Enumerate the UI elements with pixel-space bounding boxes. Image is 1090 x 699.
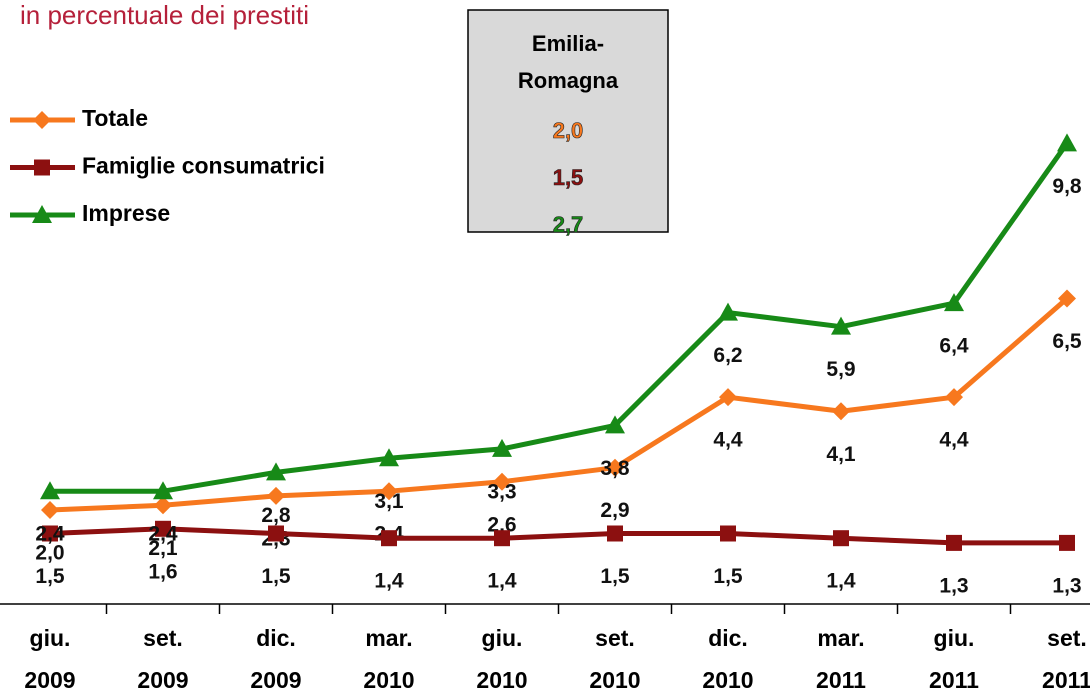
x-tick-label: set. 2011 [1042,625,1090,693]
data-label: 1,4 [826,570,856,593]
marker [380,482,398,501]
marker [832,402,850,421]
data-label: 1,4 [374,570,404,593]
marker [1058,289,1076,308]
x-tick-label: giu. 2009 [24,625,75,693]
marker [605,415,625,434]
data-label: 6,5 [1052,330,1082,353]
data-label: 1,3 [1052,574,1081,597]
marker [493,472,511,491]
data-label: 1,5 [713,565,743,588]
marker [831,316,851,335]
chart-subtitle: in percentuale dei prestiti [20,0,309,30]
x-tick-label: dic. 2009 [250,625,301,693]
marker [718,302,738,321]
marker [153,481,173,500]
marker [1057,133,1077,152]
x-tick-label: mar. 2010 [363,625,414,693]
marker [41,500,59,519]
marker [494,530,510,547]
data-label: 4,4 [713,429,743,452]
data-label: 3,1 [374,490,404,513]
legend-label: Totale [82,105,148,131]
data-label: 2,4 [35,523,65,546]
x-tick-label: set. 2009 [137,625,188,693]
x-tick-label: giu. 2011 [929,625,979,693]
marker [268,525,284,542]
data-label: 2,8 [261,504,291,527]
summary-value: 1,5 [553,165,584,190]
data-label: 3,8 [600,457,630,480]
data-label: 6,2 [713,344,742,367]
legend-label: Famiglie consumatrici [82,153,325,179]
x-tick-label: set. 2010 [589,625,640,693]
marker [33,111,51,129]
x-tick-label: mar. 2011 [816,625,866,693]
summary-title: Emilia-Romagna [518,31,619,93]
marker [492,438,512,457]
data-label: 1,5 [600,565,630,588]
marker [42,525,58,542]
x-tick-label: giu. 2010 [476,625,527,693]
marker [945,388,963,407]
data-label: 4,1 [826,443,856,466]
series-line [50,141,1070,494]
data-label: 1,4 [487,570,517,593]
data-label: 3,3 [487,480,516,503]
marker [720,525,736,542]
marker [266,462,286,481]
marker [833,530,849,547]
data-label: 4,4 [939,429,969,452]
marker [944,293,964,312]
marker [381,530,397,547]
marker [606,458,624,477]
marker [34,159,50,176]
series-line [49,526,1067,546]
data-label: 5,9 [826,358,855,381]
marker [40,481,60,500]
data-label: 2,0 [35,542,64,565]
marker [267,486,285,505]
marker [719,388,737,407]
summary-box [467,9,669,233]
data-label: 2,4 [148,523,178,546]
data-label: 2,9 [600,499,629,522]
data-label: 1,3 [939,574,968,597]
x-tick-label: dic. 2010 [702,625,753,693]
series-line [49,296,1069,513]
data-label: 1,5 [35,565,65,588]
data-label: 6,4 [939,335,969,358]
marker [946,534,962,551]
summary-value: 2,0 [553,118,584,143]
marker [32,205,52,223]
legend-label: Imprese [82,200,170,226]
marker [154,496,172,515]
data-label: 9,8 [1052,175,1082,198]
marker [155,520,171,537]
data-label: 2,1 [148,537,178,560]
marker [379,448,399,467]
marker [607,525,623,542]
summary-value: 2,7 [553,212,584,237]
data-label: 1,6 [148,560,177,583]
data-label: 1,5 [261,565,291,588]
marker [1059,534,1075,551]
